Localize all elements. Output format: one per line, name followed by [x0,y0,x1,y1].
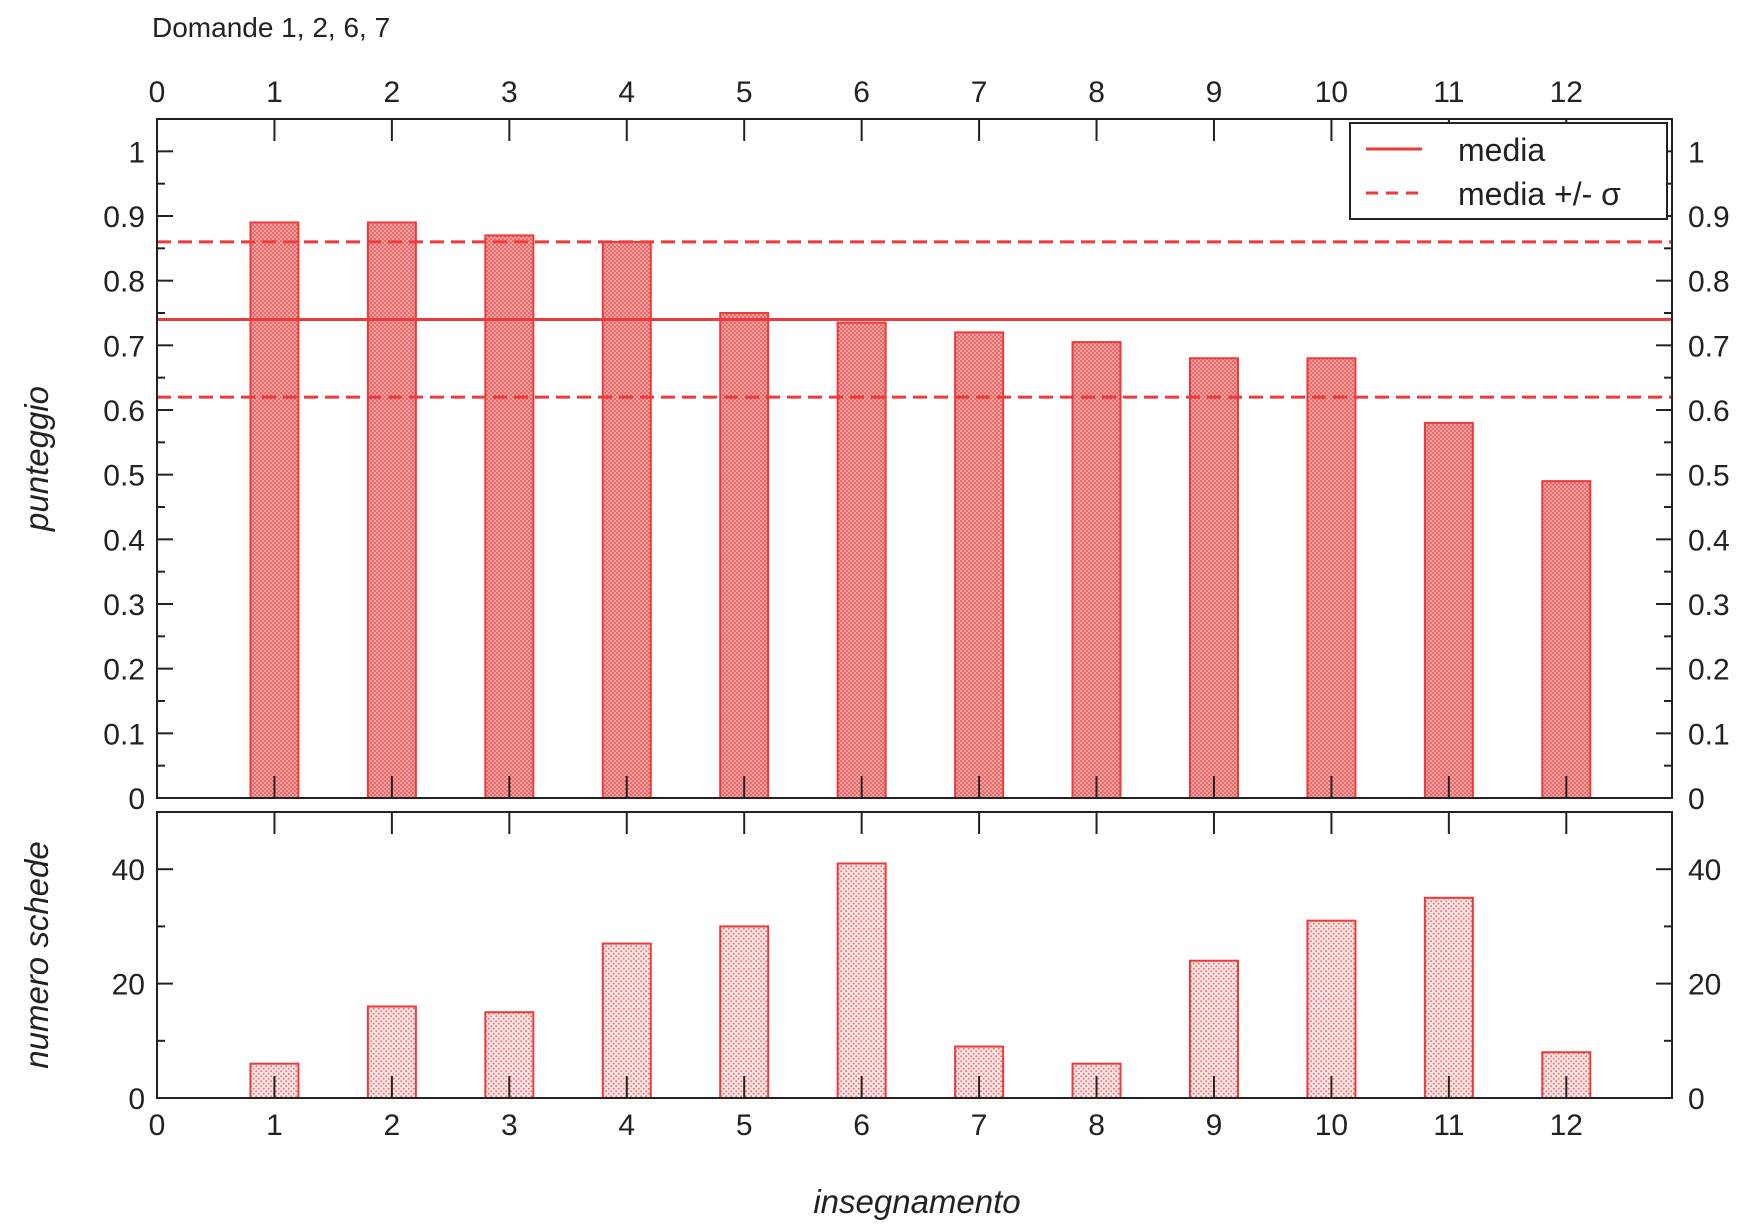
bottom-plot-frame [156,811,1673,1099]
top-y-tick-label-left: 0.4 [103,524,145,557]
bottom-x-tick-label: 12 [1550,1109,1583,1142]
bar-punteggio-10 [1306,357,1357,799]
bottom-y-tick-label-left: 40 [112,854,145,887]
top-bars [249,221,1592,800]
bar-punteggio-4 [601,240,652,800]
legend: media media +/- σ [1349,122,1668,220]
top-x-tick-label: 3 [501,76,518,109]
top-y-tick-label-right: 0.6 [1688,395,1730,428]
top-y-tick-label-right: 0.4 [1688,524,1730,557]
top-x-tick-label: 1 [266,76,283,109]
top-y-tick-label-left: 0.6 [103,395,145,428]
bottom-x-tick-label: 0 [149,1109,166,1142]
bar-punteggio-7 [954,331,1005,799]
top-y-tick-label-right: 1 [1688,136,1705,169]
legend-label-media-sigma: media +/- σ [1458,176,1621,212]
bottom-y-tick-label-right: 40 [1688,854,1721,887]
bottom-x-tick-label: 8 [1088,1109,1105,1142]
top-x-tick-label: 7 [971,76,988,109]
bottom-x-tick-label: 3 [501,1109,518,1142]
top-y-tick-label-left: 0 [128,783,145,816]
top-y-tick-label-right: 0.5 [1688,460,1730,493]
bar-punteggio-1 [249,221,300,799]
bottom-x-tick-label: 9 [1206,1109,1223,1142]
top-x-tick-label: 2 [384,76,401,109]
legend-label-media: media [1458,132,1545,168]
bar-punteggio-6 [836,321,887,799]
top-y-tick-label-left: 0.9 [103,201,145,234]
bar-schede-6 [836,862,887,1099]
top-y-tick-label-left: 0.7 [103,330,145,363]
bottom-ticks [157,811,1672,1099]
bar-punteggio-11 [1423,421,1474,799]
bar-schede-5 [719,925,770,1100]
top-x-tick-label: 10 [1315,76,1348,109]
bottom-x-tick-label: 5 [736,1109,753,1142]
top-y-tick-label-right: 0.2 [1688,654,1730,687]
top-panel: 0 1 2 3 4 5 6 7 8 9 10 11 120 00.1 0.10.2 0.20.3 0.30.4 0… [18,76,1730,816]
bar-punteggio-2 [366,221,417,799]
bottom-x-tick-label: 1 [266,1109,283,1142]
top-y-tick-label-right: 0.3 [1688,589,1730,622]
bar-schede-11 [1423,896,1474,1099]
top-y-tick-label-left: 0.3 [103,589,145,622]
top-x-tick-label: 11 [1433,76,1464,109]
bar-schede-9 [1188,959,1239,1099]
bottom-x-tick-label: 2 [384,1109,401,1142]
x-axis-title: insegnamento [813,1183,1020,1220]
bottom-x-tick-label: 6 [853,1109,870,1142]
bottom-x-tick-label: 10 [1315,1109,1348,1142]
top-y-tick-label-left: 0.2 [103,654,145,687]
top-x-tick-label: 4 [618,76,635,109]
top-y-axis-title: punteggio [18,386,55,532]
bottom-y-tick-label-right: 0 [1688,1083,1705,1116]
top-plot-frame [156,118,1673,799]
top-y-tick-label-right: 0 [1688,783,1705,816]
bar-punteggio-3 [484,234,535,799]
bar-punteggio-8 [1071,341,1122,799]
bottom-x-tick-label: 11 [1433,1109,1464,1142]
top-y-tick-label-left: 0.1 [103,718,145,751]
top-x-tick-label: 0 [149,76,166,109]
top-x-tick-label: 6 [853,76,870,109]
top-tick-labels: 0 1 2 3 4 5 6 7 8 9 10 11 120 00.1 0.10.2 0.20.3 0.30.4 0… [103,76,1729,816]
bar-punteggio-9 [1188,357,1239,799]
top-y-tick-label-right: 0.7 [1688,330,1730,363]
bottom-y-tick-label-right: 20 [1688,969,1721,1002]
bottom-bars [249,862,1592,1100]
top-y-tick-label-left: 0.8 [103,266,145,299]
bottom-y-tick-label-left: 0 [128,1083,145,1116]
top-y-tick-label-left: 0.5 [103,460,145,493]
bottom-y-axis-title: numero schede [18,841,55,1068]
reference-lines [157,240,1672,399]
bottom-x-tick-label: 4 [618,1109,635,1142]
top-x-tick-label: 9 [1206,76,1223,109]
top-y-tick-label-right: 0.9 [1688,201,1730,234]
bar-schede-10 [1306,919,1357,1099]
legend-box [1349,122,1668,220]
top-x-tick-label: 5 [736,76,753,109]
top-y-tick-label-right: 0.1 [1688,718,1730,751]
top-x-tick-label: 8 [1088,76,1105,109]
top-ticks [157,119,1672,799]
chart-title: Domande 1, 2, 6, 7 [152,12,390,43]
bar-punteggio-5 [719,312,770,799]
top-y-tick-label-right: 0.8 [1688,266,1730,299]
bottom-x-tick-label: 7 [971,1109,988,1142]
bar-schede-4 [601,942,652,1099]
top-x-tick-label: 12 [1550,76,1583,109]
top-y-tick-label-left: 1 [128,136,145,169]
bar-punteggio-12 [1541,480,1592,799]
bottom-y-tick-label-left: 20 [112,969,145,1002]
